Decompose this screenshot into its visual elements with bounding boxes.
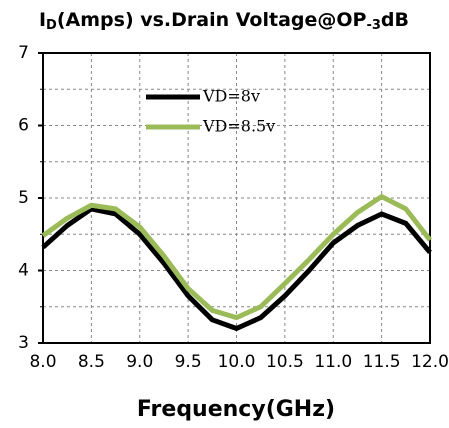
y-tick-label: 7	[18, 43, 29, 63]
legend-label: VD=8.5v	[202, 117, 275, 136]
x-axis-label: Frequency(GHz)	[137, 397, 335, 422]
y-tick-label: 5	[18, 188, 29, 208]
chart-title: ID(Amps) vs.Drain Voltage@OP-3dB	[39, 9, 409, 33]
plot-frame	[42, 52, 431, 344]
y-tick-label: 6	[18, 116, 29, 136]
x-tick-label: 10.0	[218, 352, 256, 372]
y-tick-label: 3	[18, 333, 29, 353]
x-tick-label: 8.5	[78, 352, 105, 372]
x-tick-label: 9.5	[175, 352, 202, 372]
legend-label: VD=8v	[202, 87, 260, 106]
series-line	[41, 206, 432, 331]
x-tick-label: 8.0	[29, 352, 56, 372]
x-tick-label: 11.0	[314, 352, 352, 372]
x-tick-label: 9.0	[126, 352, 153, 372]
x-tick-label: 10.5	[266, 352, 304, 372]
x-tick-label: 11.5	[363, 352, 401, 372]
series-line	[41, 194, 432, 321]
x-tick-label: 12.0	[411, 352, 449, 372]
y-tick-label: 4	[18, 261, 29, 281]
